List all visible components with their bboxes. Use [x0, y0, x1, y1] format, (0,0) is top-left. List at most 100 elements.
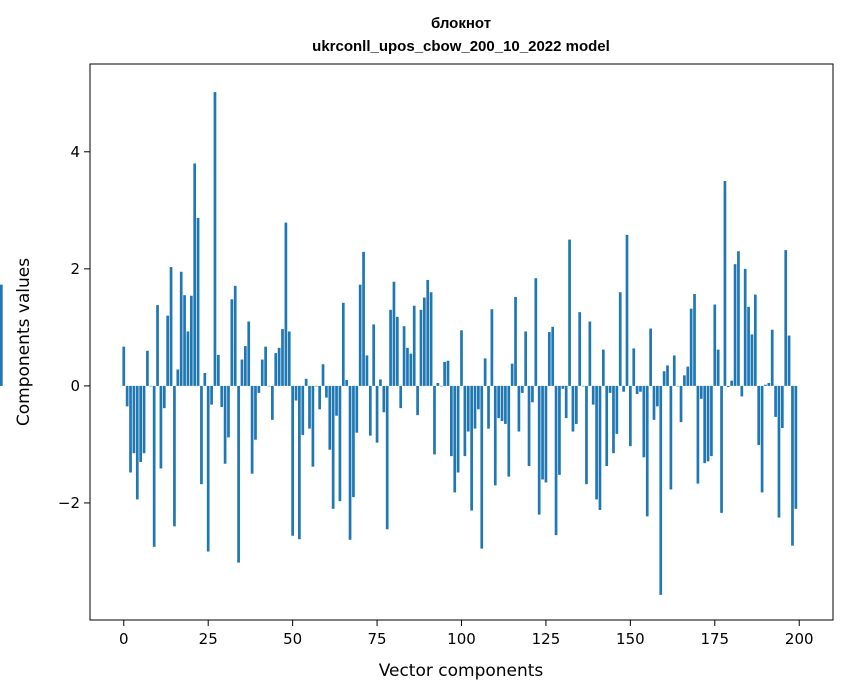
bar [477, 385, 480, 410]
bar [642, 385, 646, 458]
bar [453, 385, 457, 493]
bar [321, 364, 325, 386]
bar [348, 385, 352, 540]
bar [176, 369, 180, 386]
bar [635, 385, 639, 395]
bar [173, 385, 176, 527]
bar [514, 296, 517, 386]
bar [554, 385, 558, 536]
bar [561, 385, 565, 389]
x-tick-label: 75 [368, 630, 387, 648]
x-tick-label: 125 [532, 630, 561, 648]
bar [132, 385, 136, 454]
bar [490, 309, 494, 386]
bar [699, 385, 703, 399]
bar [196, 217, 200, 386]
bar [433, 385, 436, 455]
bar [159, 385, 163, 469]
bar [612, 385, 615, 454]
bar [595, 385, 598, 500]
bar [345, 380, 349, 386]
bar [179, 271, 183, 386]
bar [726, 385, 730, 388]
bar [659, 385, 663, 595]
bar [733, 264, 737, 386]
bar [281, 329, 284, 386]
bar [706, 385, 710, 462]
bar [466, 385, 470, 432]
bars-group [0, 92, 798, 595]
bar [409, 353, 413, 386]
bar [601, 349, 605, 386]
bar [392, 281, 396, 386]
bar [713, 304, 717, 386]
bar [527, 385, 531, 467]
bar [122, 346, 126, 386]
y-tick-label: 0 [70, 377, 80, 395]
bar [669, 385, 673, 490]
bar [240, 359, 244, 386]
bar [250, 385, 254, 474]
bar [578, 312, 582, 386]
bar [156, 305, 159, 386]
bar [271, 385, 274, 420]
chart-subtitle: ukrconll_upos_cbow_200_10_2022 model [312, 38, 610, 55]
bar [723, 181, 727, 386]
bar [632, 348, 636, 386]
bar [183, 295, 186, 386]
bar [737, 251, 740, 386]
chart-title: блокнот [431, 15, 491, 32]
bar [216, 354, 220, 386]
bar [588, 321, 592, 386]
bar [193, 163, 197, 386]
bar [534, 278, 538, 386]
bar [213, 92, 217, 386]
bar [622, 385, 625, 392]
bar [689, 308, 693, 386]
bar [747, 306, 750, 386]
bar [500, 385, 504, 422]
bar [696, 385, 700, 484]
bar [568, 239, 571, 386]
bar [652, 385, 656, 420]
bar [520, 385, 524, 393]
bar [764, 384, 767, 386]
bar [267, 385, 271, 387]
bar [318, 385, 321, 410]
bar [139, 385, 143, 462]
bar [517, 385, 521, 432]
x-axis-ticks: 0 25 50 75 100 125 150 175 200 [119, 620, 814, 648]
bar [372, 324, 376, 386]
bar [750, 334, 754, 386]
bar [581, 385, 585, 387]
bar [352, 385, 355, 498]
x-tick-label: 100 [447, 630, 476, 648]
x-tick-label: 200 [785, 630, 814, 648]
bar [608, 385, 612, 393]
bar [629, 385, 632, 447]
bar [200, 385, 203, 485]
bar [507, 385, 511, 477]
bar [585, 385, 588, 485]
bar [504, 385, 507, 424]
x-tick-label: 150 [616, 630, 645, 648]
x-tick-label: 50 [283, 630, 302, 648]
bar [686, 366, 690, 386]
bar [135, 385, 139, 500]
bar [311, 385, 315, 467]
bar [676, 385, 679, 387]
bar [146, 350, 149, 386]
bar [605, 385, 609, 467]
bar [460, 330, 463, 386]
bar [335, 385, 338, 416]
bar [355, 385, 359, 433]
y-tick-label: 2 [70, 260, 80, 278]
bar [257, 385, 261, 393]
bar [149, 385, 153, 387]
bar [220, 385, 224, 407]
bar [247, 321, 251, 386]
bar [301, 385, 305, 436]
bar [129, 385, 132, 473]
bar [524, 331, 528, 386]
